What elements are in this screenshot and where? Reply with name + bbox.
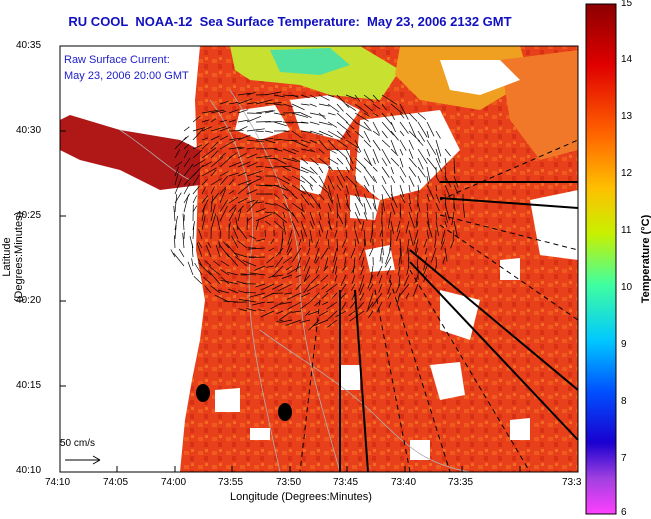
land-mass — [60, 46, 205, 472]
warm-band — [60, 115, 200, 190]
colorbar-tick: 15 — [621, 0, 633, 9]
y-tick-label: 40:25 — [16, 210, 42, 221]
x-tick-label: 73:3 — [562, 477, 582, 488]
x-tick-label: 73:40 — [391, 477, 417, 488]
colorbar-tick: 14 — [621, 54, 633, 65]
colorbar-tick: 12 — [621, 168, 633, 179]
colorbar-tick: 10 — [621, 282, 633, 293]
current-vectors — [170, 91, 466, 331]
tick-marks — [60, 45, 521, 472]
missing-data — [100, 60, 578, 460]
y-tick-label: 40:15 — [16, 380, 42, 391]
map-frame — [59, 45, 579, 473]
colorbar — [585, 3, 617, 515]
x-tick-label: 74:00 — [161, 477, 187, 488]
colorbar-tick: 8 — [621, 396, 627, 407]
radial-dashed — [299, 139, 579, 473]
overlay-line-2: May 23, 2006 20:00 GMT — [64, 70, 189, 82]
bathymetry-contours — [119, 89, 471, 473]
x-tick-label: 73:45 — [333, 477, 359, 488]
overlay-line-1: Raw Surface Current: — [64, 54, 170, 66]
y-tick-label: 40:35 — [16, 40, 42, 51]
chart-title: RU COOL NOAA-12 Sea Surface Temperature:… — [68, 14, 512, 29]
x-tick-label: 73:50 — [276, 477, 302, 488]
y-tick-label: 40:10 — [16, 465, 42, 476]
colorbar-tick: 9 — [621, 339, 627, 350]
x-tick-label: 74:05 — [103, 477, 129, 488]
x-tick-label: 73:55 — [218, 477, 244, 488]
station-marker-2 — [278, 403, 292, 421]
orange-patch-2 — [500, 50, 578, 160]
x-tick-label: 73:35 — [448, 477, 474, 488]
y-tick-label: 40:30 — [16, 125, 42, 136]
y-axis-label: Latitude (Degrees:Minutes) — [1, 211, 25, 303]
colorbar-tick: 11 — [621, 225, 632, 236]
colorbar-tick: 13 — [621, 111, 633, 122]
colorbar-tick: 6 — [621, 507, 627, 518]
scale-arrow — [65, 455, 101, 465]
station-marker-1 — [196, 384, 210, 402]
colorbar-tick: 7 — [621, 453, 627, 464]
cool-patch-north-2 — [270, 48, 350, 75]
colorbar-label: Temperature (°C) — [640, 214, 651, 304]
x-axis-label: Longitude (Degrees:Minutes) — [230, 491, 372, 503]
scale-label: 50 cm/s — [60, 438, 96, 449]
radial-lines — [339, 181, 579, 473]
y-tick-label: 40:20 — [16, 295, 42, 306]
x-tick-label: 74:10 — [45, 477, 71, 488]
